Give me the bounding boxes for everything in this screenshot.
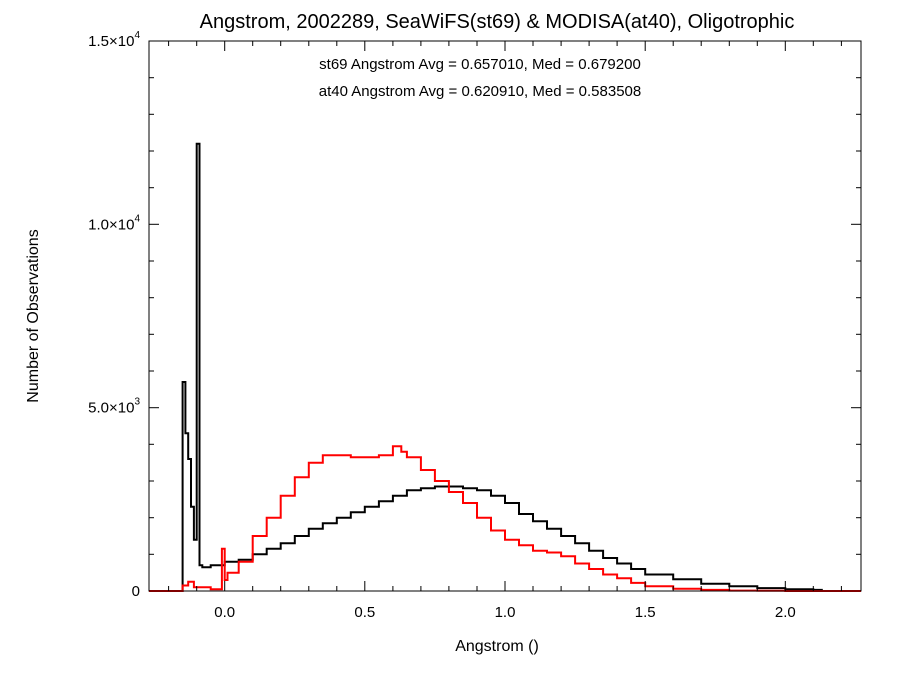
- series-layer: [149, 142, 861, 592]
- x-tick-label: 1.5: [635, 604, 656, 621]
- y-tick-label: 1.5×104: [88, 30, 140, 50]
- x-tick-label: 1.0: [495, 604, 516, 621]
- y-axis-label: Number of Observations: [25, 229, 42, 402]
- chart-title: Angstrom, 2002289, SeaWiFS(st69) & MODIS…: [200, 11, 795, 33]
- y-tick-label: 0: [132, 583, 140, 600]
- plot-frame: [148, 40, 862, 592]
- annotation-at40-stats: at40 Angstrom Avg = 0.620910, Med = 0.58…: [319, 83, 641, 100]
- tick-layer: 0.0 0.5 1.0 1.5 2.0 0 5.0×103 1.0×104 1.5×104: [88, 30, 861, 621]
- x-tick-label: 0.5: [354, 604, 375, 621]
- annotation-st69-stats: st69 Angstrom Avg = 0.657010, Med = 0.67…: [319, 56, 641, 73]
- x-tick-label: 2.0: [775, 604, 796, 621]
- y-tick-label: 5.0×103: [88, 397, 140, 417]
- series-line-0: [149, 142, 861, 592]
- x-axis-label: Angstrom (): [455, 638, 539, 655]
- x-tick-label: 0.0: [214, 604, 235, 621]
- y-tick-label: 1.0×104: [88, 213, 140, 233]
- series-line-1: [149, 445, 861, 592]
